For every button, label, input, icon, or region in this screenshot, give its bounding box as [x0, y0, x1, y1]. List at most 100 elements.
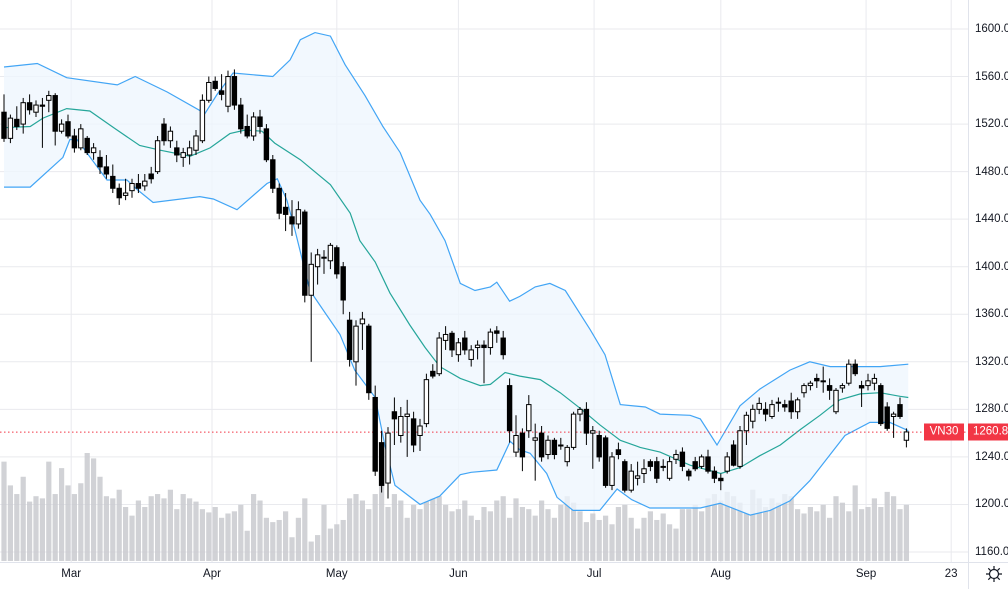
time-tick-label: Sep	[855, 568, 877, 580]
time-tick-label: Mar	[61, 568, 82, 580]
candle	[135, 174, 142, 194]
candle-body	[858, 385, 865, 389]
candle	[807, 380, 814, 391]
volume-bar	[615, 507, 621, 561]
candle	[622, 459, 628, 493]
candle-body	[679, 451, 686, 467]
price-tick-label: 1520.0	[975, 118, 1008, 131]
volume-bar	[206, 512, 212, 561]
candle	[641, 459, 647, 484]
price-chart[interactable]	[0, 0, 968, 562]
candle-body	[129, 183, 135, 192]
candle-body	[583, 408, 590, 434]
price-tick-label: 1400.0	[975, 260, 1008, 273]
volume-bar	[321, 504, 327, 561]
candle	[500, 330, 506, 360]
candle-body	[327, 244, 334, 262]
volume-bar	[718, 500, 724, 561]
candle	[103, 154, 110, 179]
volume-bar	[411, 504, 417, 561]
volume-bar	[276, 519, 282, 561]
volume-bar	[231, 511, 237, 561]
volume-bar	[78, 483, 84, 561]
candle	[398, 406, 404, 443]
volume-bar	[519, 507, 525, 561]
volume-bar	[270, 522, 276, 561]
candle-body	[276, 187, 282, 214]
volume-bar	[865, 507, 871, 561]
volume-bar	[366, 509, 372, 561]
candle-body	[20, 102, 26, 125]
candle	[564, 445, 570, 467]
volume-bar	[33, 496, 39, 561]
candle-body	[494, 330, 500, 334]
candle	[775, 397, 782, 412]
candle	[282, 193, 289, 232]
volume-bar	[878, 507, 884, 561]
candle	[148, 166, 154, 184]
candle-body	[884, 406, 890, 429]
candle-body	[449, 332, 455, 351]
candle	[826, 378, 833, 400]
price-tick-label: 1600.0	[975, 23, 1008, 35]
volume-bar	[827, 517, 833, 561]
candle	[295, 201, 302, 229]
candle	[161, 118, 167, 146]
volume-bar	[532, 515, 538, 561]
volume-bar	[257, 500, 263, 561]
candle-body	[442, 333, 449, 341]
candle	[769, 399, 775, 419]
candle	[225, 70, 231, 113]
volume-bar	[756, 498, 762, 561]
candle	[660, 459, 666, 472]
volume-bar	[609, 524, 615, 561]
volume-bar	[91, 458, 97, 561]
candle-body	[1, 111, 7, 139]
price-tick-label: 1480.0	[975, 165, 1008, 178]
candle	[366, 323, 372, 400]
candle	[193, 130, 199, 155]
last-price-label: 1260.8	[968, 423, 1008, 441]
candle-body	[33, 104, 39, 113]
volume-bars	[1, 453, 909, 561]
candle	[167, 126, 174, 148]
candle-body	[788, 400, 794, 413]
candle	[801, 383, 807, 398]
time-axis[interactable]: Mar Apr May Jun Jul Aug Sep 23	[0, 562, 968, 589]
candle	[794, 397, 801, 419]
price-tick-label: 1200.0	[975, 498, 1008, 511]
candle	[378, 430, 385, 493]
volume-bar	[539, 500, 545, 561]
price-tick-label: 1560.0	[975, 70, 1008, 83]
candle	[666, 456, 673, 481]
candle	[289, 200, 295, 236]
candle	[750, 404, 756, 429]
volume-bar	[583, 522, 589, 561]
candle	[884, 402, 890, 431]
candle-body	[468, 349, 474, 360]
candle-body	[122, 192, 129, 196]
time-tick-label: Jun	[449, 568, 468, 580]
candle	[903, 428, 910, 448]
candle-body	[14, 118, 20, 127]
volume-bar	[340, 519, 346, 561]
price-axis[interactable]: 1600.0 1560.0 1520.0 1480.0 1440.0 1400.0 1360…	[968, 0, 1008, 562]
candle	[430, 364, 436, 379]
candle-body	[353, 325, 359, 363]
candle	[756, 397, 762, 415]
band-fill	[4, 32, 909, 516]
price-tick-label: 1280.0	[975, 403, 1008, 416]
candle-body	[570, 413, 577, 448]
volume-bar	[244, 530, 250, 561]
candle-body	[558, 444, 564, 447]
candle	[154, 135, 161, 175]
candle-body	[103, 166, 110, 175]
candle-body	[474, 344, 481, 349]
candle-body	[417, 425, 423, 437]
volume-bar	[788, 496, 794, 561]
candle	[532, 423, 538, 481]
gear-icon[interactable]	[984, 564, 1004, 584]
candle	[7, 114, 14, 144]
volume-bar	[500, 496, 506, 561]
volume-bar	[212, 507, 218, 561]
